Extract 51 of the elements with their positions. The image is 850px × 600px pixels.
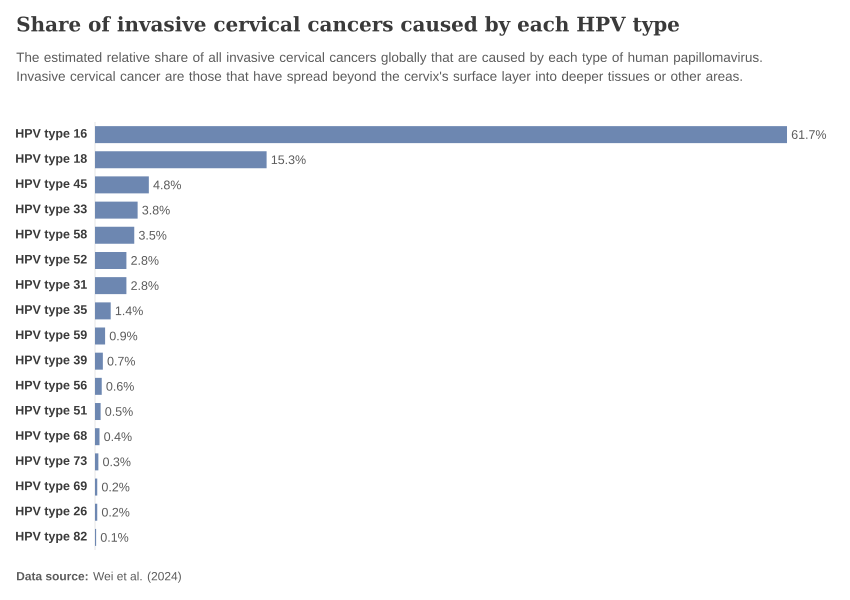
y-tick-label: HPV type 18	[16, 154, 87, 166]
data-label: 0.2%	[102, 508, 130, 517]
bar	[95, 176, 149, 194]
bar	[95, 428, 100, 446]
data-label: 61.7%	[792, 130, 826, 139]
data-label: 1.4%	[116, 306, 143, 316]
bar	[95, 252, 126, 269]
chart-subtitle: The estimated relative share of all invasive cervical cancers globally that are caused by each type of human papillomavirus. Invasive cervical cancer are those that have spread beyond the cervix's surface layer into deeper tissues or other areas.	[16, 52, 762, 84]
data-label: 0.5%	[105, 407, 133, 416]
y-tick-label: HPV type 59	[16, 330, 87, 342]
y-tick-label: HPV type 45	[16, 179, 87, 190]
bar	[95, 352, 103, 370]
data-label: 0.1%	[100, 533, 128, 542]
y-tick-label: HPV type 39	[16, 356, 87, 367]
bar	[95, 126, 788, 144]
y-tick-label: HPV type 73	[16, 456, 87, 468]
data-label: 0.7%	[108, 356, 135, 366]
bar	[95, 403, 101, 420]
y-tick-label: HPV type 16	[16, 128, 87, 140]
bar	[95, 277, 126, 294]
y-tick-label: HPV type 56	[16, 380, 87, 392]
data-label: 3.8%	[142, 206, 170, 215]
y-tick-label: HPV type 69	[16, 481, 87, 493]
bar	[95, 151, 267, 168]
y-tick-label: HPV type 68	[16, 431, 87, 442]
data-label: 0.2%	[102, 482, 130, 492]
bar	[95, 226, 134, 244]
bar	[95, 302, 111, 320]
y-tick-label: HPV type 52	[16, 254, 87, 266]
data-label: 0.4%	[104, 432, 132, 442]
data-label: 3.5%	[138, 230, 166, 240]
y-tick-label: HPV type 31	[16, 280, 87, 292]
data-label: 2.8%	[131, 281, 159, 290]
y-tick-label: HPV type 35	[16, 305, 87, 316]
data-label: 0.6%	[106, 382, 134, 391]
data-label: 4.8%	[153, 180, 181, 190]
y-tick-label: HPV type 51	[16, 406, 87, 418]
y-tick-label: HPV type 33	[16, 204, 87, 216]
y-tick-label: HPV type 26	[16, 506, 87, 518]
bar	[95, 327, 106, 344]
data-label: 0.9%	[110, 332, 138, 340]
y-tick-label: HPV type 58	[16, 230, 87, 241]
bar	[95, 202, 138, 219]
data-label: 15.3%	[272, 155, 306, 164]
chart-title: Share of invasive cervical cancers caused by each HPV type	[18, 16, 679, 36]
data-label: 2.8%	[131, 256, 159, 265]
y-tick-label: HPV type 82	[16, 532, 87, 544]
text: Data source: Wei et al. (2024)	[17, 572, 181, 583]
bar	[95, 453, 98, 470]
bar	[95, 378, 102, 395]
data-label: 0.3%	[103, 457, 131, 466]
